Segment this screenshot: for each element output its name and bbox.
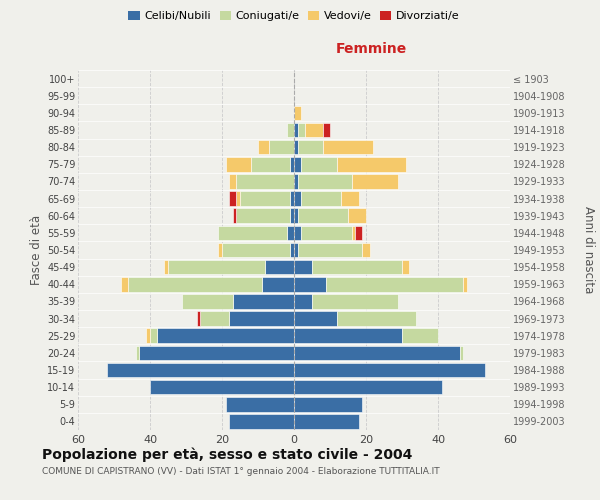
Bar [265,260,294,274]
Bar [337,312,416,326]
Bar [294,380,442,394]
Bar [150,380,294,394]
Bar [150,328,157,343]
Bar [326,277,463,291]
Bar [182,294,233,308]
Text: Popolazione per età, sesso e stato civile - 2004: Popolazione per età, sesso e stato civil… [42,448,412,462]
Bar [290,192,294,206]
Bar [262,277,294,291]
Bar [463,277,467,291]
Bar [236,208,290,223]
Bar [298,174,352,188]
Bar [301,192,341,206]
Bar [121,277,128,291]
Text: COMUNE DI CAPISTRANO (VV) - Dati ISTAT 1° gennaio 2004 - Elaborazione TUTTITALIA: COMUNE DI CAPISTRANO (VV) - Dati ISTAT 1… [42,468,440,476]
Bar [312,260,402,274]
Bar [298,242,362,258]
Bar [301,157,337,172]
Bar [222,242,290,258]
Bar [218,226,287,240]
Bar [287,226,294,240]
Bar [294,397,362,411]
Bar [294,242,298,258]
Bar [290,242,294,258]
Bar [294,122,298,138]
Bar [229,174,236,188]
Bar [305,122,323,138]
Bar [258,140,269,154]
Bar [294,260,312,274]
Bar [294,414,359,428]
Bar [128,277,262,291]
Bar [269,140,294,154]
Bar [298,208,348,223]
Bar [298,140,323,154]
Bar [290,208,294,223]
Bar [136,346,139,360]
Bar [229,192,236,206]
Bar [298,122,305,138]
Bar [337,157,406,172]
Legend: Celibi/Nubili, Coniugati/e, Vedovi/e, Divorziati/e: Celibi/Nubili, Coniugati/e, Vedovi/e, Di… [128,10,460,21]
Bar [294,277,326,291]
Bar [226,157,251,172]
Bar [107,362,294,378]
Bar [341,192,359,206]
Bar [355,226,362,240]
Bar [402,328,438,343]
Bar [352,174,398,188]
Bar [146,328,150,343]
Text: Femmine: Femmine [336,42,407,56]
Bar [294,106,301,120]
Bar [294,362,485,378]
Bar [233,208,236,223]
Bar [294,140,298,154]
Bar [294,346,460,360]
Y-axis label: Anni di nascita: Anni di nascita [582,206,595,294]
Bar [200,312,229,326]
Bar [157,328,294,343]
Bar [362,242,370,258]
Bar [290,157,294,172]
Bar [294,174,298,188]
Bar [240,192,290,206]
Bar [287,122,294,138]
Bar [294,208,298,223]
Y-axis label: Fasce di età: Fasce di età [29,215,43,285]
Bar [229,414,294,428]
Bar [460,346,463,360]
Bar [294,294,312,308]
Bar [236,192,240,206]
Bar [348,208,366,223]
Bar [294,328,402,343]
Bar [226,397,294,411]
Bar [323,140,373,154]
Bar [164,260,168,274]
Bar [229,312,294,326]
Bar [352,226,355,240]
Bar [139,346,294,360]
Bar [197,312,200,326]
Bar [236,174,294,188]
Bar [294,157,301,172]
Bar [168,260,265,274]
Bar [294,226,301,240]
Bar [312,294,398,308]
Bar [323,122,330,138]
Bar [294,312,337,326]
Bar [301,226,352,240]
Bar [294,192,301,206]
Bar [402,260,409,274]
Bar [233,294,294,308]
Bar [218,242,222,258]
Bar [251,157,290,172]
